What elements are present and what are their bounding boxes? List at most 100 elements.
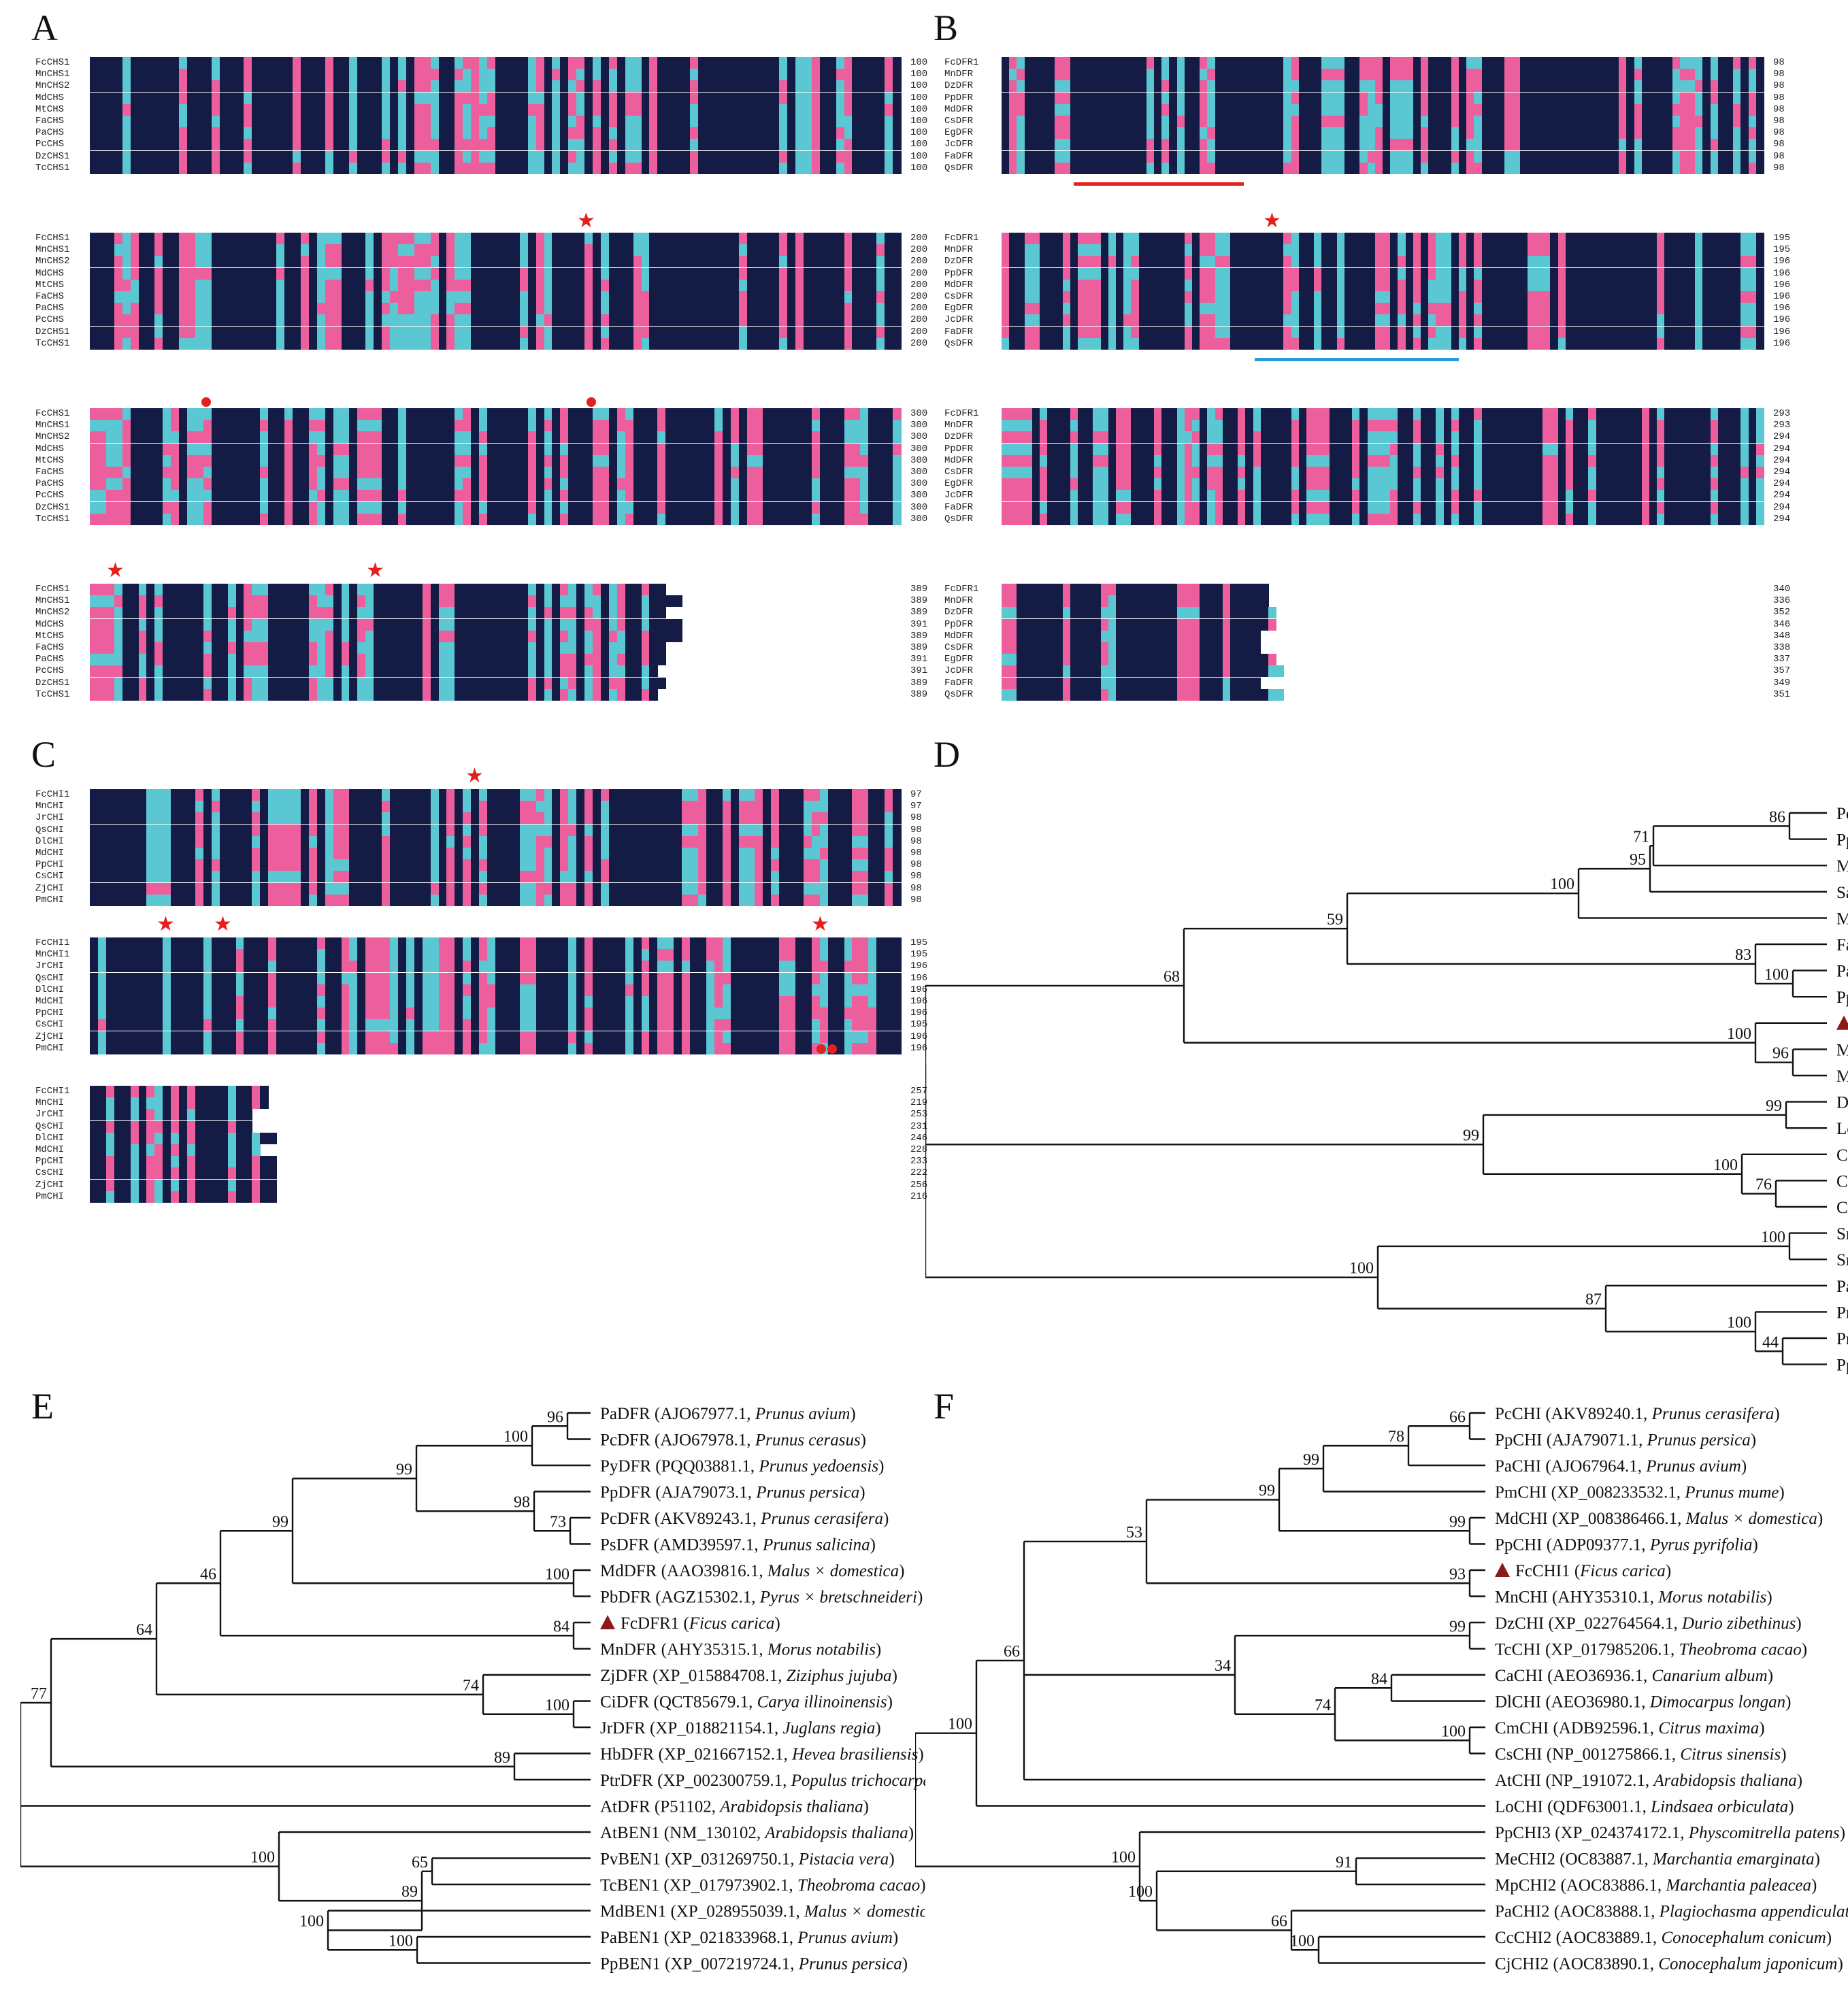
conservation-segment [819,139,837,151]
conservation-segment [1466,233,1474,244]
conservation-segment [876,267,885,280]
conservation-segment [552,824,561,836]
conservation-segment [1093,443,1109,455]
conservation-segment [803,326,845,338]
conservation-segment [1123,326,1132,338]
conservation-segment [625,127,642,139]
conservation-segment [105,420,123,432]
conservation-segment [471,789,480,801]
conservation-segment [560,607,569,619]
conservation-segment [1002,443,1033,455]
conservation-segment [674,961,682,973]
conservation-segment [535,103,545,116]
conservation-segment [593,162,601,174]
conservation-segment [544,303,553,315]
conservation-segment [90,789,139,801]
sequence-name: FaDFR [944,326,974,337]
conservation-segment [1222,443,1238,455]
conservation-segment [819,443,845,455]
conservation-segment [430,859,440,871]
conservation-segment [593,244,601,256]
conservation-segment [179,467,188,478]
conservation-segment [325,244,342,256]
sequence-name: EgDFR [944,127,974,139]
conservation-segment [276,937,318,949]
conservation-segment [1222,431,1238,444]
conservation-segment [374,256,382,268]
conservation-segment [560,595,569,608]
conservation-segment [1344,150,1360,163]
conservation-segment [1298,162,1322,174]
conservation-segment [1002,233,1010,244]
conservation-segment [146,595,155,608]
conservation-segment [260,501,269,514]
conservation-segment [552,789,561,801]
conservation-segment [316,882,326,895]
conservation-segment [730,984,780,996]
conservation-segment [1649,454,1657,467]
conservation-segment [1078,420,1093,432]
conservation-segment [1664,326,1696,338]
conservation-segment [1619,139,1627,151]
conservation-segment [811,454,821,467]
conservation-segment [519,894,537,906]
conservation-segment [1116,279,1124,291]
conservation-segment [195,256,212,268]
conservation-segment [1161,607,1178,619]
sequence-name: CsCHI [35,871,65,882]
conservation-segment [463,882,472,895]
conservation-segment [625,996,634,1008]
conservation-segment [325,961,342,973]
conservation-segment [665,513,715,525]
conservation-segment [463,801,472,813]
conservation-segment [527,139,537,151]
conservation-segment [1260,92,1284,104]
conservation-segment [1298,303,1315,315]
conservation-segment [633,478,658,490]
conservation-segment [1428,337,1436,350]
conservation-segment [397,984,407,996]
conservation-segment [633,937,642,949]
conservation-segment [1657,431,1665,444]
conservation-segment [1002,279,1010,291]
conservation-segment [397,279,415,291]
conservation-segment [827,848,853,859]
conservation-segment [625,80,642,93]
conservation-segment [1573,420,1589,432]
conservation-segment [560,630,569,642]
conservation-segment [382,859,391,871]
sequence-end-position: 200 [910,279,928,290]
conservation-segment [187,501,204,514]
conservation-segment [325,984,342,996]
sequence-end-position: 346 [1773,618,1791,630]
conservation-segment [1200,595,1223,608]
conservation-segment [730,501,740,514]
conservation-segment [1451,127,1459,139]
conservation-segment [1481,103,1505,116]
conservation-segment [706,789,723,801]
conservation-segment [641,244,650,256]
conservation-segment [268,894,301,906]
conservation-segment [1588,501,1597,514]
conservation-segment [1215,337,1231,350]
conservation-segment [397,80,407,93]
conservation-segment [584,116,593,127]
conservation-segment [1161,501,1178,514]
conservation-segment [1542,454,1559,467]
conservation-segment [552,291,585,303]
conservation-segment [1230,630,1261,642]
conservation-segment [487,996,496,1008]
conservation-segment [333,618,342,631]
conservation-segment [154,291,163,303]
conservation-segment [1359,127,1368,139]
conservation-segment [276,279,285,291]
conservation-segment [187,431,204,444]
conservation-segment [844,467,861,478]
conservation-segment [455,57,463,69]
conservation-segment [608,688,618,701]
conservation-segment [616,642,626,654]
conservation-segment [406,961,415,973]
conservation-segment [308,478,318,490]
conservation-segment [1138,279,1185,291]
conservation-segment [1421,337,1429,350]
